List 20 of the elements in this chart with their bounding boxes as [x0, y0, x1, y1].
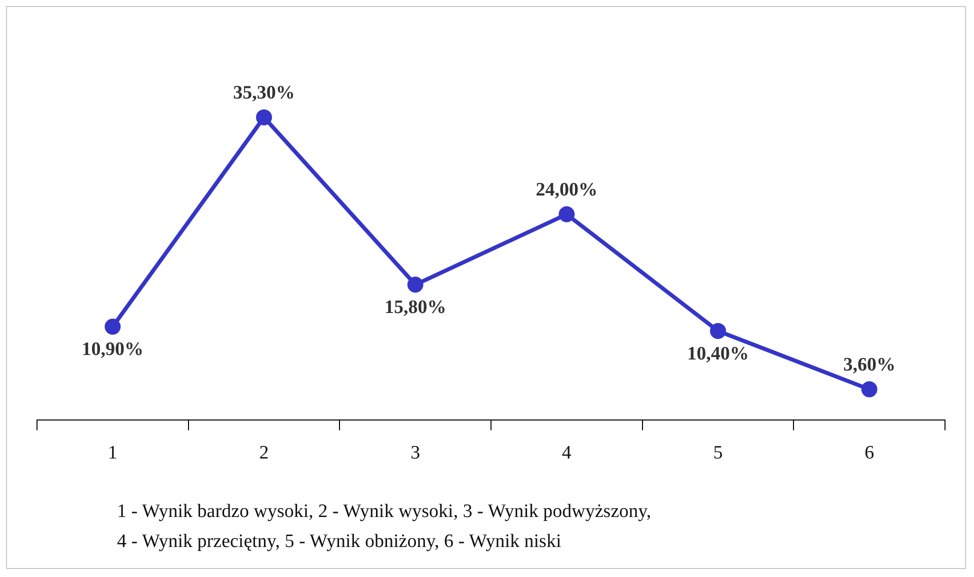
- point: [861, 381, 878, 398]
- data-label: 10,40%: [687, 343, 749, 364]
- data-label: 10,90%: [82, 339, 144, 360]
- data-label: 3,60%: [843, 354, 896, 376]
- text: 1 - Wynik bardzo wysoki, 2 - Wynik wysoki, 3 - Wynik podwyższony,: [117, 500, 652, 524]
- point: [558, 206, 575, 222]
- text: 4 - Wynik przeciętny, 5 - Wynik obniżony, 6 - Wynik niski: [117, 530, 562, 554]
- data-label: 24,00%: [536, 180, 598, 201]
- x-tick-label: 1: [108, 442, 118, 464]
- point: [407, 276, 424, 293]
- point: [256, 109, 272, 126]
- x-tick-label: 6: [864, 442, 874, 464]
- x-tick-label: 4: [562, 442, 572, 464]
- x-tick-label: 5: [713, 442, 723, 464]
- point: [104, 318, 121, 335]
- x-tick-label: 2: [259, 442, 269, 464]
- data-label: 15,80%: [384, 297, 446, 318]
- data-label: 35,30%: [233, 82, 295, 104]
- point: [710, 322, 726, 339]
- x-tick-label: 3: [410, 442, 420, 464]
